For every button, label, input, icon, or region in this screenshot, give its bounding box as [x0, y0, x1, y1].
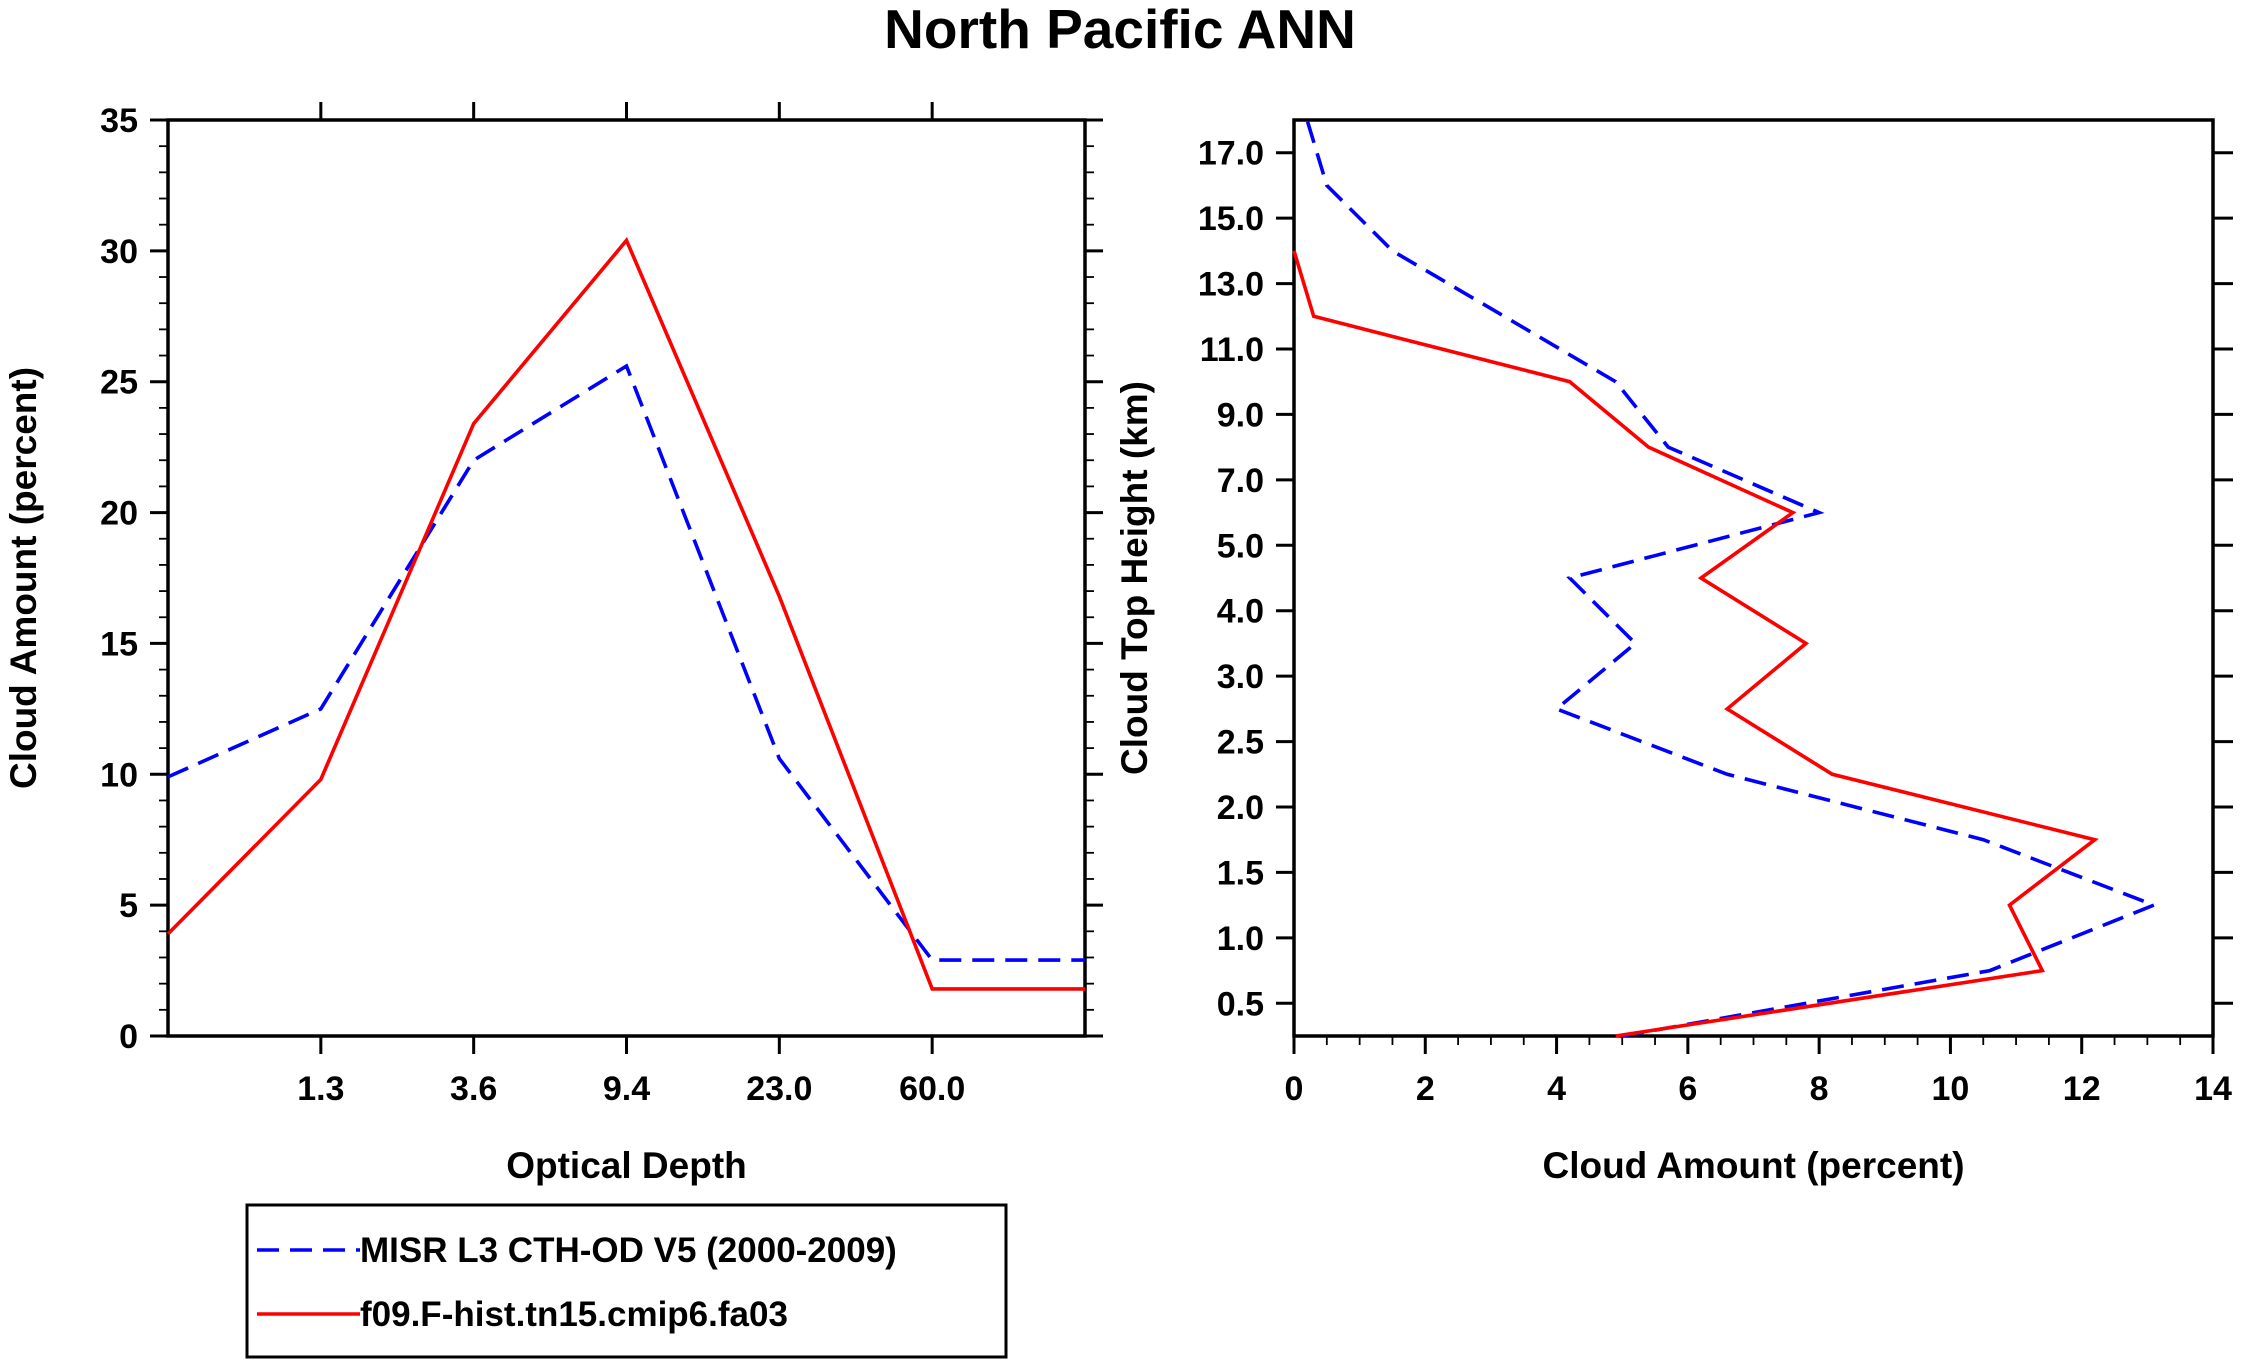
- y-tick-label: 0: [119, 1018, 138, 1056]
- y-tick-label: 15: [100, 625, 138, 663]
- y-tick-label: 1.0: [1217, 920, 1264, 958]
- x-tick-label: 1.3: [297, 1070, 344, 1108]
- x-tick-label: 14: [2194, 1070, 2232, 1108]
- y-tick-label: 2.5: [1217, 724, 1264, 762]
- y-tick-label: 3.0: [1217, 658, 1264, 696]
- y-tick-label: 11.0: [1200, 331, 1264, 369]
- figure-title: North Pacific ANN: [884, 0, 1356, 60]
- y-tick-label: 13.0: [1198, 266, 1264, 304]
- y-tick-label: 2.0: [1217, 789, 1264, 827]
- y-tick-label: 35: [100, 102, 138, 140]
- legend: MISR L3 CTH-OD V5 (2000-2009) f09.F-hist…: [245, 1203, 1008, 1359]
- legend-box: [245, 1203, 1008, 1359]
- y-tick-label: 10: [100, 756, 138, 794]
- x-tick-label: 0: [1285, 1070, 1304, 1108]
- x-tick-label: 10: [1932, 1070, 1970, 1108]
- y-tick-label: 4.0: [1217, 593, 1264, 631]
- y-tick-label: 20: [100, 495, 138, 533]
- x-tick-label: 23.0: [746, 1070, 812, 1108]
- y-tick-label: 9.0: [1217, 396, 1264, 434]
- y-axis-label: Cloud Top Height (km): [1114, 381, 1155, 775]
- y-tick-label: 1.5: [1217, 854, 1264, 892]
- y-tick-label: 17.0: [1198, 135, 1264, 173]
- y-tick-label: 15.0: [1198, 200, 1264, 238]
- y-tick-label: 0.5: [1217, 985, 1264, 1023]
- x-tick-label: 6: [1678, 1070, 1697, 1108]
- y-axis-label: Cloud Amount (percent): [3, 367, 44, 789]
- plot-frame: [1292, 118, 2215, 1038]
- series-line-model: [1292, 250, 2099, 1038]
- x-axis-label: Optical Depth: [506, 1145, 747, 1186]
- x-tick-label: 60.0: [899, 1070, 965, 1108]
- x-tick-label: 12: [2063, 1070, 2101, 1108]
- plot-frame: [166, 118, 1087, 1038]
- legend-label-obs: MISR L3 CTH-OD V5 (2000-2009): [360, 1231, 897, 1270]
- x-tick-label: 4: [1547, 1070, 1566, 1108]
- x-tick-label: 3.6: [450, 1070, 497, 1108]
- x-axis-label: Cloud Amount (percent): [1542, 1145, 1964, 1186]
- x-tick-label: 9.4: [603, 1070, 650, 1108]
- y-tick-label: 25: [100, 364, 138, 402]
- series-line-obs: [167, 363, 1085, 962]
- cloud-top-height-panel: 0.5 1.0 1.5 2.0 2.5 3.0 4.0 5.0 7.0 9.0 11.0 13.0 15…: [1114, 118, 2233, 1186]
- x-tick-label: 2: [1416, 1070, 1435, 1108]
- y-tick-label: 7.0: [1217, 462, 1264, 500]
- y-tick-label: 30: [100, 233, 138, 271]
- y-tick-label: 5: [119, 887, 138, 925]
- y-tick-label: 5.0: [1217, 527, 1264, 565]
- legend-label-model: f09.F-hist.tn15.cmip6.fa03: [360, 1295, 788, 1334]
- optical-depth-panel: 0 5 10 15 20 25 30 35 1.3 3.6 9.4 23.0 60.0 Optical D…: [3, 102, 1103, 1186]
- series-line-model: [166, 236, 1085, 991]
- series-line-obs: [1305, 119, 2159, 1038]
- x-tick-label: 8: [1810, 1070, 1829, 1108]
